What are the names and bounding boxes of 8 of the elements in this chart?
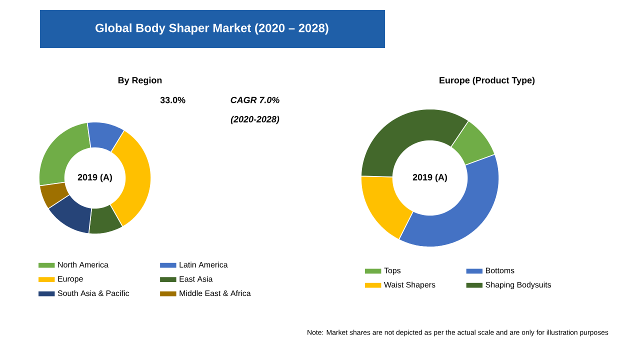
chart-subtitle: Europe (Product Type): [440, 76, 535, 86]
text: CAGR 7.0%: [230, 96, 280, 104]
text: (2020-2028): [230, 116, 280, 124]
data-label: 33.0%: [160, 96, 186, 104]
text: 2019 (A): [78, 174, 112, 182]
chart-title: Global Body Shaper Market (2020 – 2028): [96, 23, 328, 35]
text: 2019 (A): [412, 174, 447, 182]
chart-subtitle: By Region: [118, 76, 162, 86]
